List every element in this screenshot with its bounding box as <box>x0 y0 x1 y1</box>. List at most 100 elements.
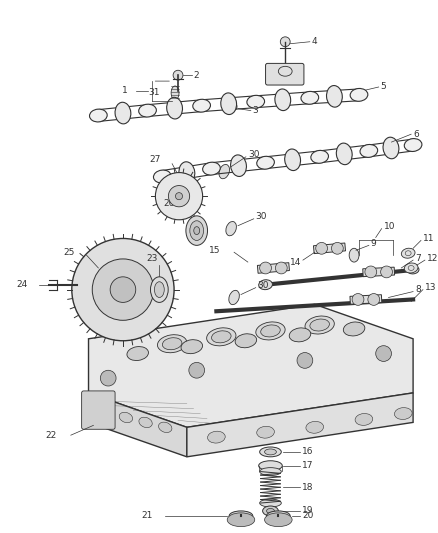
Text: 31: 31 <box>148 88 159 98</box>
Text: 11: 11 <box>423 234 434 243</box>
Ellipse shape <box>193 99 211 112</box>
Circle shape <box>381 266 392 278</box>
Ellipse shape <box>139 104 156 117</box>
Ellipse shape <box>259 461 282 471</box>
Text: 24: 24 <box>16 280 28 289</box>
Ellipse shape <box>229 290 239 305</box>
Polygon shape <box>88 393 187 457</box>
Text: 20: 20 <box>302 511 313 520</box>
Text: 30: 30 <box>248 150 259 159</box>
Text: 22: 22 <box>46 431 57 440</box>
Text: 15: 15 <box>209 246 220 255</box>
Ellipse shape <box>260 467 281 475</box>
Circle shape <box>316 243 328 254</box>
Ellipse shape <box>229 511 253 521</box>
Circle shape <box>280 37 290 47</box>
Text: 6: 6 <box>413 130 419 139</box>
Ellipse shape <box>171 86 179 100</box>
Text: 30: 30 <box>258 281 269 290</box>
Polygon shape <box>363 267 395 277</box>
Ellipse shape <box>257 156 274 169</box>
Text: 5: 5 <box>381 83 386 92</box>
Ellipse shape <box>194 227 200 235</box>
Ellipse shape <box>159 422 172 432</box>
Ellipse shape <box>162 338 182 350</box>
Circle shape <box>168 185 190 207</box>
Text: 16: 16 <box>302 447 314 456</box>
Ellipse shape <box>267 511 290 521</box>
Ellipse shape <box>336 143 352 165</box>
Ellipse shape <box>267 508 275 513</box>
Text: 8: 8 <box>415 285 421 294</box>
Ellipse shape <box>227 513 255 527</box>
Circle shape <box>100 272 110 281</box>
Circle shape <box>72 238 174 341</box>
Ellipse shape <box>115 102 131 124</box>
Circle shape <box>260 262 272 274</box>
Ellipse shape <box>383 137 399 159</box>
Ellipse shape <box>326 85 343 107</box>
Ellipse shape <box>404 263 418 273</box>
Ellipse shape <box>153 170 171 183</box>
Text: 25: 25 <box>64 248 75 257</box>
Ellipse shape <box>311 150 328 163</box>
Ellipse shape <box>395 408 412 419</box>
Ellipse shape <box>139 417 152 427</box>
Ellipse shape <box>181 340 202 353</box>
Circle shape <box>376 346 392 361</box>
Ellipse shape <box>265 513 292 527</box>
Circle shape <box>155 173 203 220</box>
Text: 23: 23 <box>147 254 158 263</box>
Polygon shape <box>350 295 382 304</box>
Circle shape <box>110 277 136 302</box>
Polygon shape <box>88 304 413 427</box>
Ellipse shape <box>99 407 113 418</box>
Text: 9: 9 <box>371 239 377 248</box>
Ellipse shape <box>221 93 237 115</box>
Text: 12: 12 <box>427 254 438 263</box>
Text: 3: 3 <box>253 106 258 115</box>
Ellipse shape <box>256 322 285 340</box>
Ellipse shape <box>235 334 257 348</box>
Ellipse shape <box>207 328 236 346</box>
Ellipse shape <box>261 325 280 337</box>
Circle shape <box>125 264 134 273</box>
Ellipse shape <box>360 144 378 157</box>
Ellipse shape <box>289 328 311 342</box>
Text: 30: 30 <box>256 212 267 221</box>
Text: 14: 14 <box>290 257 301 266</box>
Circle shape <box>176 192 183 200</box>
Circle shape <box>229 103 237 111</box>
Ellipse shape <box>407 266 419 274</box>
Ellipse shape <box>158 335 187 353</box>
Ellipse shape <box>260 447 281 457</box>
Ellipse shape <box>260 499 281 507</box>
Ellipse shape <box>230 155 247 176</box>
Circle shape <box>352 294 364 305</box>
Ellipse shape <box>401 248 415 258</box>
Polygon shape <box>187 393 413 457</box>
Text: 26: 26 <box>164 199 175 207</box>
Ellipse shape <box>212 331 231 343</box>
Ellipse shape <box>119 413 133 423</box>
Circle shape <box>365 266 377 278</box>
Text: 21: 21 <box>141 511 152 520</box>
Ellipse shape <box>208 431 225 443</box>
Ellipse shape <box>310 319 329 331</box>
Text: 4: 4 <box>312 37 318 46</box>
Text: 17: 17 <box>302 461 314 470</box>
Ellipse shape <box>355 414 373 425</box>
Ellipse shape <box>263 506 278 516</box>
Ellipse shape <box>265 449 276 455</box>
Text: 19: 19 <box>302 506 314 515</box>
Ellipse shape <box>247 95 265 108</box>
Ellipse shape <box>275 89 291 110</box>
Circle shape <box>368 294 380 305</box>
Ellipse shape <box>127 346 148 360</box>
Ellipse shape <box>343 322 365 336</box>
Ellipse shape <box>190 221 204 240</box>
Ellipse shape <box>226 222 237 236</box>
Circle shape <box>125 305 134 316</box>
Circle shape <box>100 297 110 308</box>
FancyBboxPatch shape <box>265 63 304 85</box>
